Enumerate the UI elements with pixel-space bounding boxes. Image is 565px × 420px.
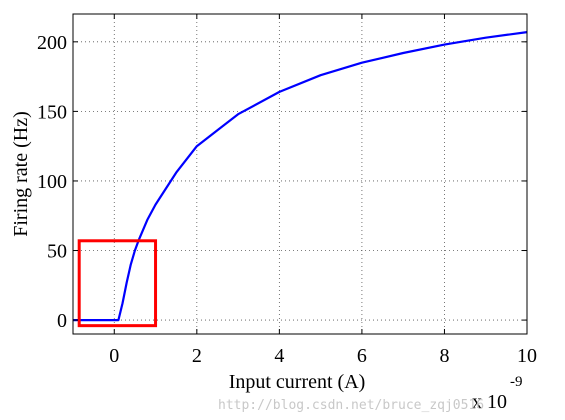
series-line	[73, 31, 528, 322]
x-tick-label: 4	[274, 345, 284, 367]
plot-frame	[72, 13, 528, 335]
x-tick-label: 0	[109, 345, 119, 367]
y-ticks: 0 50 100 150 200	[37, 32, 527, 332]
x-tick-label: 8	[439, 345, 449, 367]
watermark: http://blog.csdn.net/bruce_zqj0516	[218, 398, 484, 413]
y-tick-label: 200	[37, 32, 67, 54]
x-multiplier-label: x 10	[472, 391, 507, 413]
x-tick-label: 6	[357, 345, 367, 367]
plot-area	[73, 14, 527, 334]
x-multiplier-exponent: -9	[510, 374, 523, 390]
y-tick-label: 100	[37, 171, 67, 193]
series-group	[73, 31, 528, 322]
highlight-box	[77, 239, 158, 328]
x-tick-label: 2	[192, 345, 202, 367]
y-axis-label: Firing rate (Hz)	[10, 111, 32, 237]
y-tick-label: 0	[57, 310, 67, 332]
y-tick-label: 150	[37, 101, 67, 123]
x-ticks: 0 2 4 6 8 10	[109, 14, 537, 367]
y-tick-label: 50	[47, 241, 67, 263]
x-axis-label: Input current (A)	[229, 371, 366, 393]
x-tick-label: 10	[517, 345, 537, 367]
